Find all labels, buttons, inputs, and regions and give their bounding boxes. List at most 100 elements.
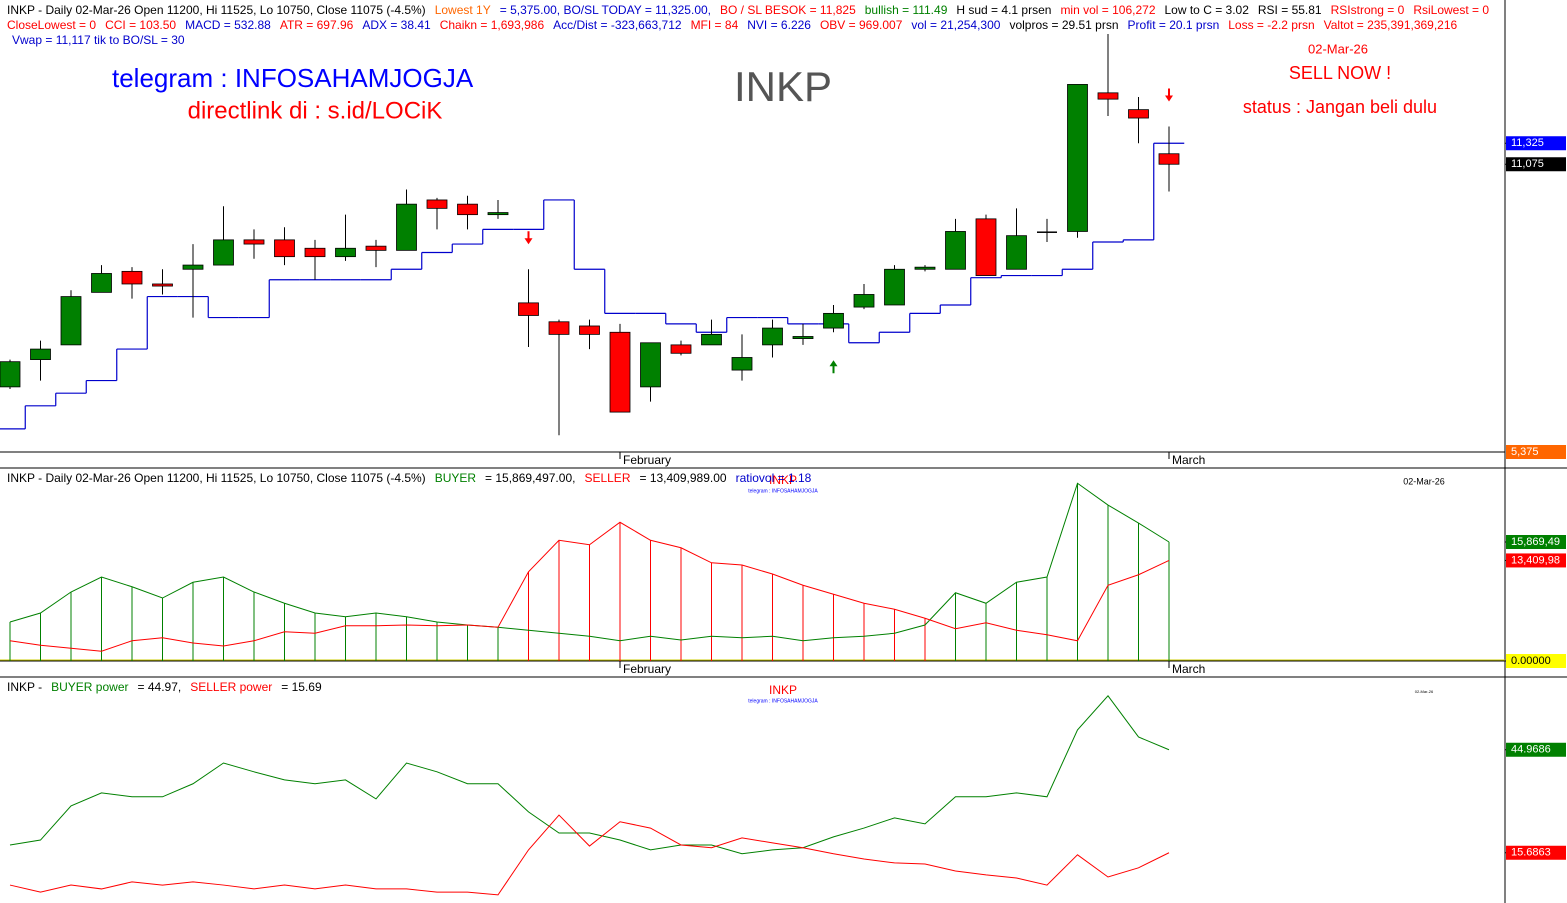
header-line: INKP - Daily 02-Mar-26 Open 11200, Hi 11… [7,3,1505,18]
header-segment: INKP - [7,680,43,694]
header-line: Vwap = 11,117 tik to BO/SL = 30 [12,33,1510,48]
panel-subtitle: telegram : INFOSAHAMJOGJA [748,698,818,704]
axis-value-box [1506,742,1566,757]
x-tick-label: March [1172,662,1205,676]
candle-body [60,296,82,346]
header-segment: Profit = 20.1 prsn [1127,18,1220,32]
header-segment: INKP - Daily 02-Mar-26 Open 11200, Hi 11… [7,471,426,485]
header-segment: BUYER power [51,680,129,694]
header-segment: bullish = 111.49 [864,3,948,17]
candle-body [670,344,692,354]
candle-body [518,302,539,316]
candle-body [1158,153,1180,165]
candle-body [243,239,265,245]
header-line: CloseLowest = 0 CCI = 103.50 MACD = 532.88… [7,18,1505,33]
axis-value-box [1506,553,1566,568]
candle-body [0,361,21,388]
candle-body [335,247,356,258]
candle-body [609,331,631,413]
header-segment: volpros = 29.51 prsn [1009,18,1119,32]
axis-value-box [1506,157,1566,172]
ticker-watermark: INKP [734,63,832,110]
axis-value-label: 11,075 [1511,158,1544,170]
candle-body [914,266,936,270]
axis-value-label: 13,409,98 [1511,554,1560,566]
candle-body [365,245,387,251]
header-segment: = 13,409,989.00 [639,471,727,485]
signal-arrow [1165,88,1173,102]
header-segment: = 44.97, [137,680,182,694]
candle-body [30,348,51,360]
candle-body [945,231,966,270]
axis-value-box [1506,654,1566,668]
x-tick-label: March [1172,453,1205,467]
candle-body [396,203,417,251]
candle-body [579,325,600,335]
header-segment: Acc/Dist = -323,663,712 [553,18,682,32]
candle-body [487,212,509,216]
panel-date: 02-Mar-26 [1403,476,1445,486]
header-segment: vol = 21,254,300 [911,18,1001,32]
axis-value-label: 5,375 [1511,446,1539,458]
candle-body [701,333,722,346]
header-segment: ATR = 697.96 [279,18,354,32]
axis-value-label: 15,869,49 [1511,536,1560,548]
header-segment: RSI = 55.81 [1257,3,1322,17]
candle-body [1128,109,1149,119]
axis-value-label: 11,325 [1511,137,1544,149]
panel-header: INKP - BUYER power = 44.97, SELLER power = 1… [7,680,1505,695]
header-segment: Valtot = 235,391,369,216 [1323,18,1458,32]
candle-body [548,321,570,335]
header-segment: Low to C = 3.02 [1164,3,1249,17]
header-segment: BO / SL BESOK = 11,825 [720,3,856,17]
candle-body [853,294,875,308]
panel-date: 02-Mar-26 [1415,689,1434,694]
header-segment: Chaikn = 1,693,986 [439,18,545,32]
series-line [9,521,1170,652]
candle-body [213,239,234,266]
directlink-text: directlink di : s.id/LOCiK [188,97,443,124]
header-segment: H sud = 4.1 prsen [956,3,1052,17]
header-segment: RSIstrong = 0 [1330,3,1405,17]
signal-arrow [829,360,838,374]
candle-body [1037,231,1057,233]
header-segment: = 15,869,497.00, [485,471,576,485]
candle-body [91,273,112,293]
header-segment: Lowest 1Y [434,3,491,17]
panel-subtitle: telegram : INFOSAHAMJOGJA [748,488,818,494]
candle-body [640,342,661,388]
header-segment: NVI = 6.226 [747,18,811,32]
header-segment: OBV = 969.007 [819,18,903,32]
candle-body [152,283,173,287]
axis-value-box [1506,136,1566,151]
signal-arrow [524,231,533,245]
axis-value-box [1506,534,1566,549]
panel-title: INKP [769,473,797,487]
candle-body [884,268,905,306]
header-segment: ratiovol = 1.18 [735,471,812,485]
panel-title: INKP [769,683,797,697]
telegram-text: telegram : INFOSAHAMJOGJA [112,63,474,93]
header-segment: = 15.69 [281,680,322,694]
candle-body [1006,235,1027,270]
candle-body [1067,84,1088,232]
header-segment: MFI = 84 [690,18,739,32]
header-segment: = 5,375.00, BO/SL TODAY = 11,325.00, [499,3,711,17]
x-tick-label: February [623,453,671,467]
date-text: 02-Mar-26 [1308,41,1368,56]
header-segment: BUYER [434,471,477,485]
header-segment: ADX = 38.41 [362,18,431,32]
candle-body [823,312,844,329]
candle-body [426,199,448,209]
series-line [9,695,1170,855]
candle-body [731,357,753,371]
signal-text: SELL NOW ! [1289,63,1391,83]
header-segment: SELLER [584,471,631,485]
header-segment: CCI = 103.50 [105,18,177,32]
header-segment: Vwap = 11,117 tik to BO/SL = 30 [12,33,185,47]
status-text: status : Jangan beli dulu [1243,97,1437,117]
candle-body [975,218,997,276]
candle-body [304,247,326,258]
series-line [9,814,1170,896]
